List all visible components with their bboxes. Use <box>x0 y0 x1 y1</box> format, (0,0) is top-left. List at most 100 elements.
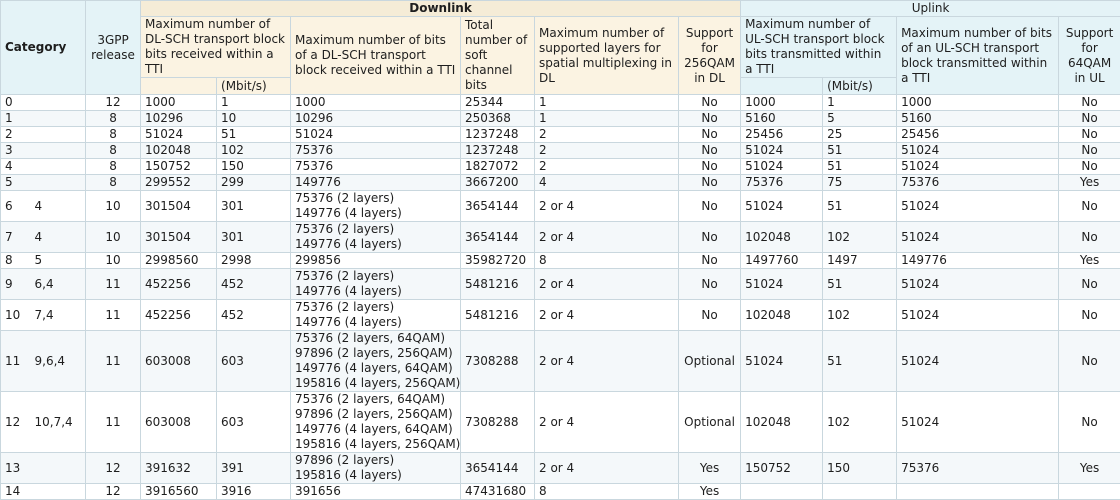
ul-tb-bits-cell: 51024 <box>897 191 1059 222</box>
dl-tb-bits-line: 75376 (2 layers) <box>295 191 456 206</box>
ul-bits-cell: 102048 <box>741 222 823 253</box>
release-cell: 11 <box>86 269 141 300</box>
dl-tb-bits-line: 149776 (4 layers, 64QAM) <box>295 361 456 376</box>
header-dl-mbits: (Mbit/s) <box>217 78 291 95</box>
release-cell: 12 <box>86 453 141 484</box>
qam256-cell: No <box>679 191 741 222</box>
release-cell: 10 <box>86 222 141 253</box>
soft-bits-cell: 5481216 <box>461 300 535 331</box>
qam64-cell: No <box>1059 300 1120 331</box>
dl-mbits-cell: 2998 <box>217 253 291 269</box>
release-cell: 11 <box>86 392 141 453</box>
category-alt-cell: 9,6,4 <box>31 331 86 392</box>
category-cell: 11 <box>1 331 31 392</box>
qam64-cell: No <box>1059 127 1120 143</box>
qam256-cell: No <box>679 253 741 269</box>
release-cell: 10 <box>86 253 141 269</box>
qam64-cell: No <box>1059 95 1120 111</box>
header-dl-blank <box>141 78 217 95</box>
category-alt-cell: 6,4 <box>31 269 86 300</box>
category-cell: 6 <box>1 191 31 222</box>
qam256-cell: No <box>679 143 741 159</box>
dl-tb-bits-line: 75376 (2 layers, 64QAM) <box>295 392 456 407</box>
dl-tb-bits-line: 149776 <box>295 175 456 190</box>
ul-tb-bits-cell: 51024 <box>897 392 1059 453</box>
qam256-cell: No <box>679 127 741 143</box>
dl-bits-cell: 1000 <box>141 95 217 111</box>
dl-tb-bits-cell: 391656 <box>291 484 461 500</box>
category-alt-cell: 4 <box>31 191 86 222</box>
dl-tb-bits-cell: 75376 (2 layers, 64QAM)97896 (2 layers, … <box>291 392 461 453</box>
layers-cell: 2 <box>535 127 679 143</box>
layers-cell: 2 or 4 <box>535 331 679 392</box>
soft-bits-cell: 3667200 <box>461 175 535 191</box>
category-cell: 12 <box>1 392 31 453</box>
soft-bits-cell: 47431680 <box>461 484 535 500</box>
qam64-cell: No <box>1059 191 1120 222</box>
header-release: 3GPP release <box>86 1 141 95</box>
dl-bits-cell: 301504 <box>141 222 217 253</box>
header-64qam: Support for 64QAM in UL <box>1059 17 1120 95</box>
dl-tb-bits-cell: 51024 <box>291 127 461 143</box>
dl-mbits-cell: 391 <box>217 453 291 484</box>
qam256-cell: No <box>679 95 741 111</box>
dl-bits-cell: 2998560 <box>141 253 217 269</box>
qam64-cell <box>1059 484 1120 500</box>
layers-cell: 2 <box>535 159 679 175</box>
ul-bits-cell: 102048 <box>741 392 823 453</box>
dl-tb-bits-line: 299856 <box>295 253 456 268</box>
dl-tb-bits-line: 75376 (2 layers) <box>295 300 456 315</box>
dl-mbits-cell: 301 <box>217 222 291 253</box>
dl-tb-bits-line: 97896 (2 layers, 256QAM) <box>295 407 456 422</box>
dl-tb-bits-line: 391656 <box>295 484 456 499</box>
soft-bits-cell: 7308288 <box>461 331 535 392</box>
header-category: Category <box>1 1 86 95</box>
ul-mbits-cell: 150 <box>823 453 897 484</box>
dl-tb-bits-cell: 75376 <box>291 159 461 175</box>
header-dl-max-bits-tti: Maximum number of DL-SCH transport block… <box>141 17 291 78</box>
header-uplink: Uplink <box>741 1 1120 17</box>
ul-mbits-cell: 1 <box>823 95 897 111</box>
release-cell: 11 <box>86 331 141 392</box>
category-alt-cell: 10,7,4 <box>31 392 86 453</box>
qam256-cell: No <box>679 269 741 300</box>
category-cell: 4 <box>1 159 86 175</box>
ul-tb-bits-cell: 51024 <box>897 222 1059 253</box>
ul-bits-cell: 150752 <box>741 453 823 484</box>
soft-bits-cell: 1237248 <box>461 143 535 159</box>
layers-cell: 2 or 4 <box>535 300 679 331</box>
header-soft-bits: Total number of soft channel bits <box>461 17 535 95</box>
release-cell: 8 <box>86 143 141 159</box>
dl-bits-cell: 51024 <box>141 127 217 143</box>
dl-mbits-cell: 10 <box>217 111 291 127</box>
dl-bits-cell: 603008 <box>141 392 217 453</box>
dl-bits-cell: 150752 <box>141 159 217 175</box>
qam64-cell: Yes <box>1059 453 1120 484</box>
ul-tb-bits-cell: 51024 <box>897 159 1059 175</box>
ul-mbits-cell: 51 <box>823 331 897 392</box>
dl-tb-bits-cell: 75376 (2 layers)149776 (4 layers) <box>291 222 461 253</box>
category-cell: 9 <box>1 269 31 300</box>
dl-mbits-cell: 603 <box>217 392 291 453</box>
ul-bits-cell: 51024 <box>741 269 823 300</box>
category-cell: 13 <box>1 453 86 484</box>
qam256-cell: No <box>679 159 741 175</box>
layers-cell: 2 <box>535 143 679 159</box>
header-ul-mbits: (Mbit/s) <box>823 78 897 95</box>
dl-mbits-cell: 1 <box>217 95 291 111</box>
dl-tb-bits-line: 195816 (4 layers, 256QAM) <box>295 437 456 452</box>
layers-cell: 8 <box>535 484 679 500</box>
header-ul-max-bits-tti: Maximum number of UL-SCH transport block… <box>741 17 897 78</box>
dl-mbits-cell: 3916 <box>217 484 291 500</box>
ul-mbits-cell: 51 <box>823 191 897 222</box>
ul-bits-cell: 75376 <box>741 175 823 191</box>
release-cell: 8 <box>86 175 141 191</box>
ul-tb-bits-cell: 149776 <box>897 253 1059 269</box>
soft-bits-cell: 25344 <box>461 95 535 111</box>
layers-cell: 8 <box>535 253 679 269</box>
